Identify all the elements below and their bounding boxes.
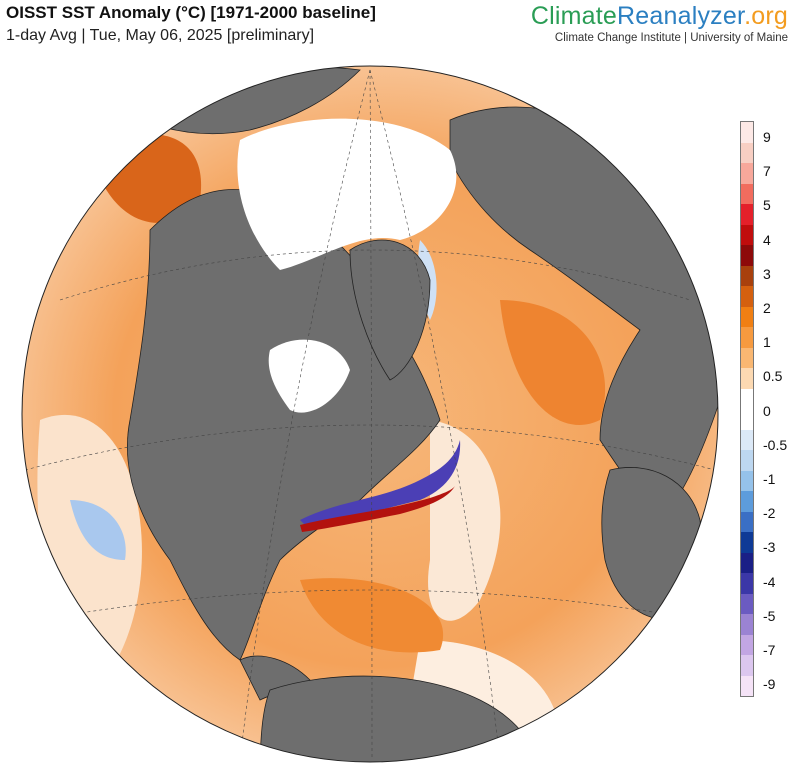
legend-swatch xyxy=(741,347,753,368)
legend-tick-label: -4 xyxy=(763,573,776,590)
arctic-sea-ice xyxy=(237,118,457,270)
map-subtitle: 1-day Avg | Tue, May 06, 2025 [prelimina… xyxy=(6,27,315,44)
globe-outline xyxy=(21,65,719,763)
legend-swatch xyxy=(741,409,753,430)
gulf-stream-cold-warm-band xyxy=(300,440,461,530)
legend-swatch xyxy=(741,634,753,655)
legend-swatch xyxy=(741,265,753,286)
legend-swatch xyxy=(741,142,753,163)
legend-tick-label: 4 xyxy=(763,231,771,248)
legend-tick-label: -9 xyxy=(763,676,776,693)
legend-tick-label: 7 xyxy=(763,163,771,180)
legend-swatch xyxy=(741,183,753,204)
legend-swatch xyxy=(741,429,753,450)
legend-tick-label: -1 xyxy=(763,471,776,487)
map-title: OISST SST Anomaly (°C) [1971-2000 baseli… xyxy=(6,3,376,22)
legend-tick-label: -3 xyxy=(763,539,776,556)
legend-tick-label: 9 xyxy=(763,129,771,145)
legend-swatch xyxy=(741,450,753,471)
legend-swatch xyxy=(741,491,753,512)
legend-tick-label: 0.5 xyxy=(763,368,783,385)
legend-swatch xyxy=(741,122,753,143)
legend-tick-label: -5 xyxy=(763,607,776,624)
legend-swatch xyxy=(741,552,753,573)
legend-swatch xyxy=(741,675,753,696)
legend-swatch xyxy=(741,368,753,389)
graticule-meridian-3 xyxy=(239,69,371,761)
legend-swatch xyxy=(741,655,753,676)
graticule-parallel-2 xyxy=(24,424,716,471)
legend-swatch xyxy=(741,388,753,409)
legend-tick-label: -0.5 xyxy=(763,436,788,453)
legend-swatch xyxy=(741,511,753,532)
graticule-parallel-1 xyxy=(59,249,691,301)
legend-swatch xyxy=(741,204,753,225)
greenland-land xyxy=(349,239,431,381)
legend-swatch xyxy=(741,470,753,491)
brand-affiliation: Climate Change Institute | University of… xyxy=(554,32,788,44)
legend-tick-label: -7 xyxy=(763,642,776,658)
legend-swatch xyxy=(741,224,753,245)
legend-swatch xyxy=(741,614,753,635)
warm-patch-northeast-atlantic xyxy=(500,300,606,425)
warm-patch-caribbean xyxy=(300,578,444,653)
gulf-stream-warm-edge xyxy=(300,486,455,532)
legend-swatch xyxy=(741,286,753,307)
cool-patch-california xyxy=(70,500,126,560)
legend-swatch xyxy=(741,593,753,614)
legend-swatch xyxy=(741,245,753,266)
legend-tick-label: 3 xyxy=(763,265,771,282)
legend-swatch xyxy=(741,573,753,594)
brand-logo[interactable]: ClimateReanalyzer.org xyxy=(530,2,788,30)
legend-tick-label: 5 xyxy=(763,197,771,214)
legend-tick-label: -2 xyxy=(763,505,776,522)
graticule-parallel-3 xyxy=(39,589,701,621)
legend-tick-label: 2 xyxy=(763,300,771,316)
color-legend-bar xyxy=(740,121,754,697)
legend-tick-label: 0 xyxy=(763,402,771,419)
legend-swatch xyxy=(741,532,753,553)
graticule-meridian-1 xyxy=(369,69,373,761)
legend-swatch xyxy=(741,163,753,184)
legend-tick-label: 1 xyxy=(763,334,771,351)
hudson-bay-ice xyxy=(268,339,350,413)
legend-swatch xyxy=(741,327,753,348)
legend-swatch xyxy=(741,306,753,327)
graticule-meridian-2 xyxy=(369,69,501,761)
